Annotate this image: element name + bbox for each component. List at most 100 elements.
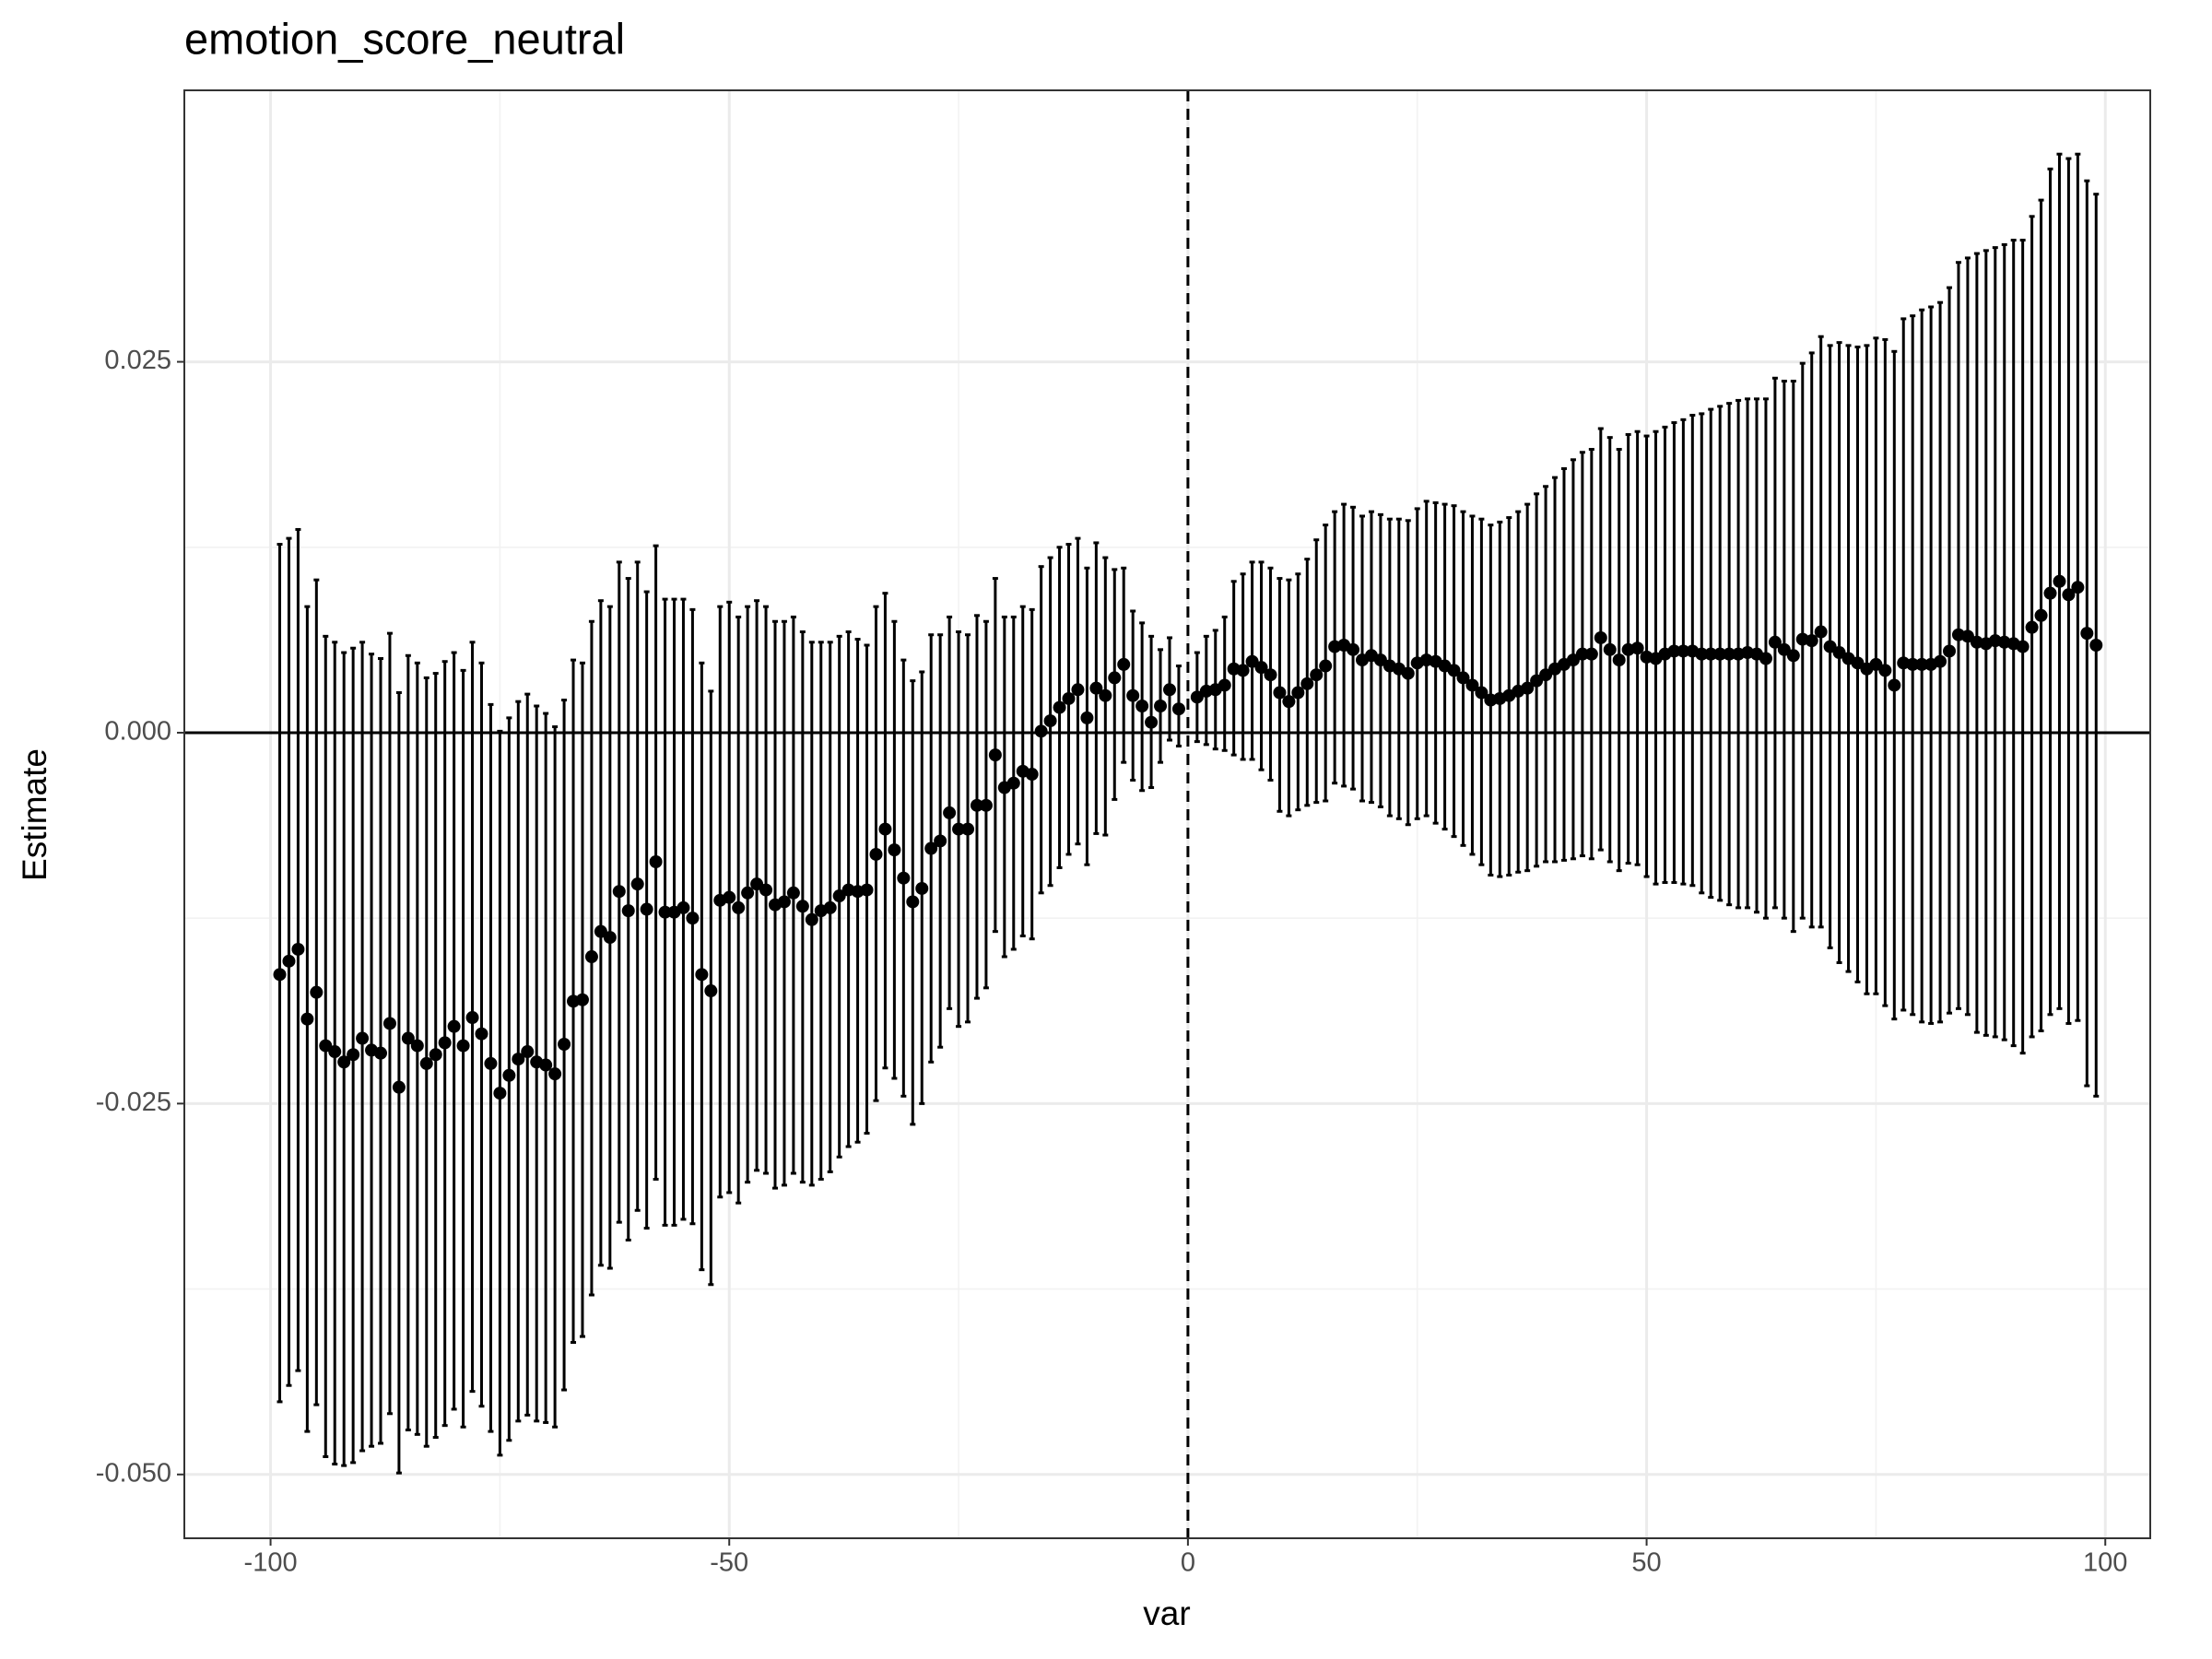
point [2043,586,2057,600]
point [493,1087,507,1100]
point [750,877,764,891]
point [1805,634,1818,648]
point [1135,699,1149,712]
point [1915,657,1929,671]
point [300,1012,314,1026]
point [777,895,791,909]
x-tick-label: 0 [1181,1548,1195,1578]
point [282,954,296,968]
point [465,1011,479,1025]
point [1713,647,1727,661]
point [1566,653,1580,667]
point [888,843,901,857]
point [1089,681,1103,695]
point [1768,635,1782,649]
point [2071,581,2085,594]
point [484,1056,498,1070]
point [1190,690,1204,704]
y-tick-label: -0.050 [96,1458,171,1488]
point [1117,657,1131,671]
point [630,877,644,891]
point [1099,688,1112,702]
point [558,1037,571,1051]
point [1401,666,1415,680]
point [795,900,809,913]
point [677,900,690,914]
point [356,1031,370,1045]
point [429,1048,442,1062]
point [1034,724,1048,738]
point [521,1045,535,1059]
point [392,1080,406,1094]
point [1062,691,1076,705]
point [823,900,837,914]
point [695,968,709,982]
point [575,993,589,1006]
point [1291,686,1305,700]
point [970,798,983,812]
point [2034,608,2048,622]
point [1310,668,1324,682]
point [1043,714,1057,728]
point [319,1039,333,1053]
point [1162,683,1176,697]
point [988,748,1002,762]
point [1264,668,1277,682]
point [1108,671,1122,685]
point [906,895,920,909]
point [1814,625,1828,639]
point [1832,646,1846,660]
point [640,902,653,916]
point [2016,640,2030,653]
point [961,822,975,836]
point [328,1045,342,1059]
x-tick-label: -50 [710,1548,748,1578]
point [447,1019,461,1033]
point [786,886,800,900]
x-tick-label: -100 [244,1548,298,1578]
point [2025,620,2039,634]
point [1777,642,1791,656]
point [1667,644,1681,658]
point [438,1036,452,1050]
point [594,924,607,938]
point [1319,659,1333,673]
chart-title: emotion_score_neutral [184,14,625,63]
point [1584,647,1598,661]
point [410,1039,424,1053]
point [1456,671,1470,685]
y-tick-label: 0.025 [104,346,171,375]
point [979,798,993,812]
point [347,1048,360,1062]
point [1695,647,1709,661]
point [915,881,929,895]
point [860,883,874,897]
point [649,855,663,869]
point [832,889,846,903]
point [1475,686,1488,700]
point [1282,695,1296,709]
point [1154,699,1168,712]
point [1575,647,1589,661]
point [584,950,598,964]
point [1080,711,1094,724]
point [1603,642,1617,656]
point [2062,588,2076,602]
point [934,834,947,848]
point [1960,629,1974,643]
point [1630,641,1644,655]
point [704,984,718,998]
point [1245,654,1259,668]
point [723,890,736,904]
point [1006,776,1020,790]
point [1218,678,1231,692]
point [1171,702,1185,716]
point [419,1056,433,1070]
point [1071,683,1085,697]
point [1851,656,1865,670]
point [658,905,672,919]
point [1347,642,1360,656]
point [1906,657,1920,671]
point [741,886,755,900]
